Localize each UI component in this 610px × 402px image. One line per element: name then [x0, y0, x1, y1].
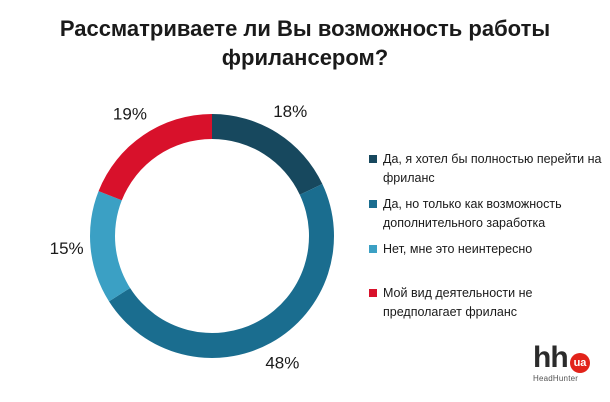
legend-item: Да, но только как возможность дополнител… [369, 195, 609, 233]
donut-slice [98, 113, 212, 201]
legend-label: Мой вид деятельности не предполагает фри… [383, 286, 533, 319]
logo-subtitle: HeadHunter [533, 374, 579, 383]
headhunter-logo: hh ua HeadHunter [533, 341, 601, 389]
legend-item: Да, я хотел бы полностью перейти на фрил… [369, 150, 609, 188]
donut-slice [108, 184, 334, 358]
logo-text: hh [533, 341, 569, 374]
legend-label: Да, я хотел бы полностью перейти на фрил… [383, 152, 602, 185]
donut-slice [212, 114, 323, 195]
slice-value-label: 18% [273, 102, 307, 121]
logo-badge: ua [570, 353, 590, 373]
donut-slice [90, 191, 131, 302]
legend-swatch [369, 155, 377, 163]
slice-value-label: 48% [265, 353, 299, 372]
legend-item: Мой вид деятельности не предполагает фри… [369, 284, 609, 322]
chart-title-line-2: фрилансером? [221, 45, 389, 70]
legend-swatch [369, 289, 377, 297]
slice-value-label: 19% [113, 105, 147, 124]
legend-item: Нет, мне это неинтересно [369, 240, 609, 259]
legend-label: Да, но только как возможность дополнител… [383, 197, 562, 230]
chart-title: Рассматриваете ли Вы возможность работы … [0, 14, 610, 72]
legend-label: Нет, мне это неинтересно [383, 242, 533, 256]
chart-title-line-1: Рассматриваете ли Вы возможность работы [59, 16, 551, 41]
slice-value-label: 15% [50, 239, 84, 258]
legend-swatch [369, 245, 377, 253]
legend-swatch [369, 200, 377, 208]
